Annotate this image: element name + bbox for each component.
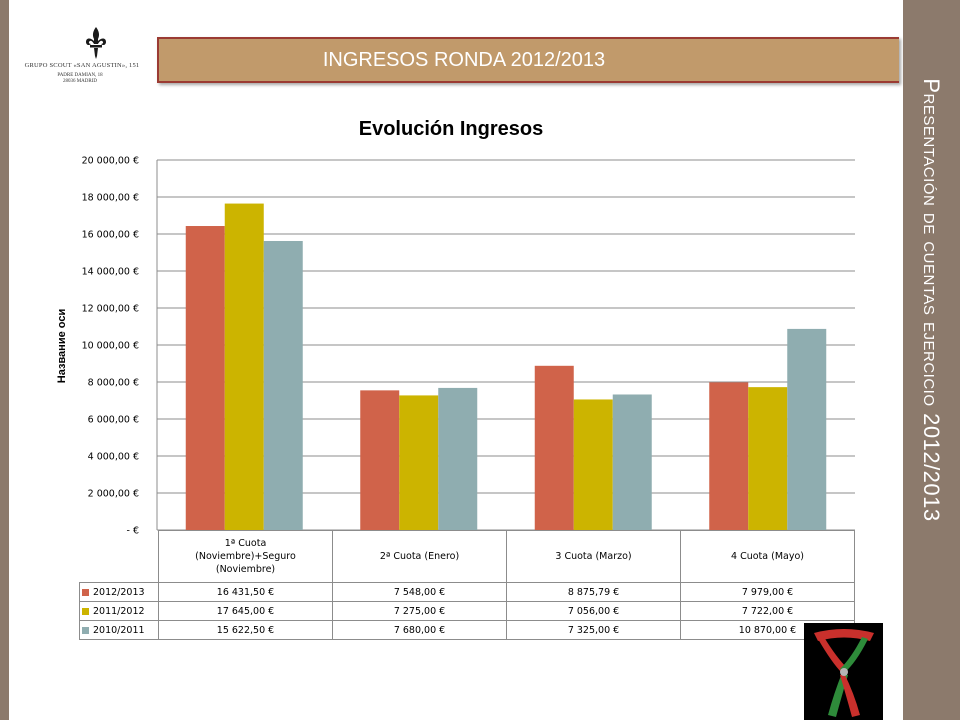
fleur-de-lis-icon — [86, 27, 106, 59]
table-cell: 7 056,00 € — [506, 601, 681, 621]
logo-line-3: 28036 MADRID — [62, 79, 98, 84]
table-header-cell: 4 Cuota (Mayo) — [680, 530, 855, 583]
title-banner: INGRESOS RONDA 2012/2013 — [157, 37, 899, 83]
category-label-line: (Noviembre)+Seguro — [195, 551, 296, 562]
neckerchief-icon — [814, 629, 874, 717]
chart-title: Evolución Ingresos — [358, 118, 544, 140]
table-cell: 7 979,00 € — [680, 582, 855, 602]
table-header-cell: 1ª Cuota (Noviembre)+Seguro (Noviembre) — [158, 530, 333, 583]
table-cell: 15 622,50 € — [158, 620, 333, 640]
y-tick-label: 8 000,00 € — [88, 378, 139, 389]
category-label-line: 3 Cuota (Marzo) — [555, 551, 632, 562]
series-name: 2011/2012 — [93, 605, 145, 617]
bar-2011-2012 — [748, 387, 788, 530]
y-tick-label: 12 000,00 € — [82, 304, 139, 315]
logo-line-1: GRUPO SCOUT «SAN AGUSTIN», 151 — [24, 62, 140, 69]
legend-key-2012 — [82, 588, 89, 596]
legend-key-2011 — [82, 607, 89, 615]
table-cell: 7 722,00 € — [680, 601, 855, 621]
table-cell: 7 275,00 € — [332, 601, 507, 621]
bar-2010-2011 — [612, 394, 652, 530]
series-legend-cell: 2012/2013 — [79, 582, 159, 602]
vertical-presentation-title: Presentación de cuentas ejercicio 2012/2… — [919, 78, 944, 522]
series-legend-cell: 2011/2012 — [79, 601, 159, 621]
table-cell: 7 325,00 € — [506, 620, 681, 640]
y-tick-label: 2 000,00 € — [88, 489, 139, 500]
scout-neckerchief-image — [804, 623, 883, 720]
y-tick-label: 14 000,00 € — [82, 267, 139, 278]
series-legend-cell: 2010/2011 — [79, 620, 159, 640]
legend-key-2010 — [82, 626, 89, 634]
category-label-line: (Noviembre) — [215, 564, 276, 575]
table-corner — [79, 530, 159, 583]
bar-2010-2011 — [263, 240, 303, 530]
table-header-row: 1ª Cuota (Noviembre)+Seguro (Noviembre) … — [79, 530, 855, 583]
table-row: 2012/2013 16 431,50 € 7 548,00 € 8 875,7… — [79, 582, 855, 602]
bar-2012-2013 — [185, 226, 225, 530]
table-cell: 16 431,50 € — [158, 582, 333, 602]
table-header-cell: 3 Cuota (Marzo) — [506, 530, 681, 583]
y-tick-label: 4 000,00 € — [88, 452, 139, 463]
bar-2011-2012 — [224, 203, 264, 530]
bar-2012-2013 — [360, 390, 400, 530]
y-tick-label: 16 000,00 € — [82, 230, 139, 241]
table-cell: 7 548,00 € — [332, 582, 507, 602]
table-cell: 8 875,79 € — [506, 582, 681, 602]
bar-chart: - €2 000,00 €4 000,00 €6 000,00 €8 000,0… — [82, 156, 855, 537]
table-row: 2010/2011 15 622,50 € 7 680,00 € 7 325,0… — [79, 620, 855, 640]
y-tick-label: 18 000,00 € — [82, 193, 139, 204]
category-label-line: 4 Cuota (Mayo) — [731, 551, 804, 562]
y-tick-label: 10 000,00 € — [82, 341, 139, 352]
bar-2010-2011 — [438, 387, 478, 530]
logo-line-2: PADRE DAMIAN, 18 — [57, 73, 103, 78]
banner-title: INGRESOS RONDA 2012/2013 — [322, 49, 606, 71]
category-label-line: 1ª Cuota — [224, 538, 267, 549]
bar-2012-2013 — [709, 382, 749, 530]
table-row: 2011/2012 17 645,00 € 7 275,00 € 7 056,0… — [79, 601, 855, 621]
bar-2011-2012 — [399, 395, 439, 530]
right-sidebar-band — [903, 0, 960, 720]
data-table: 1ª Cuota (Noviembre)+Seguro (Noviembre) … — [79, 530, 855, 640]
group-logo: GRUPO SCOUT «SAN AGUSTIN», 151 PADRE DAM… — [22, 24, 142, 96]
y-tick-label: 20 000,00 € — [82, 156, 139, 167]
bar-2011-2012 — [573, 399, 613, 530]
table-cell: 7 680,00 € — [332, 620, 507, 640]
series-name: 2012/2013 — [93, 586, 145, 598]
category-label-line: 2ª Cuota (Enero) — [379, 551, 460, 562]
table-header-cell: 2ª Cuota (Enero) — [332, 530, 507, 583]
bar-2010-2011 — [787, 328, 827, 530]
table-cell: 17 645,00 € — [158, 601, 333, 621]
bar-2012-2013 — [534, 365, 574, 530]
series-name: 2010/2011 — [93, 624, 145, 636]
left-edge-strip — [0, 0, 9, 720]
y-tick-label: 6 000,00 € — [88, 415, 139, 426]
